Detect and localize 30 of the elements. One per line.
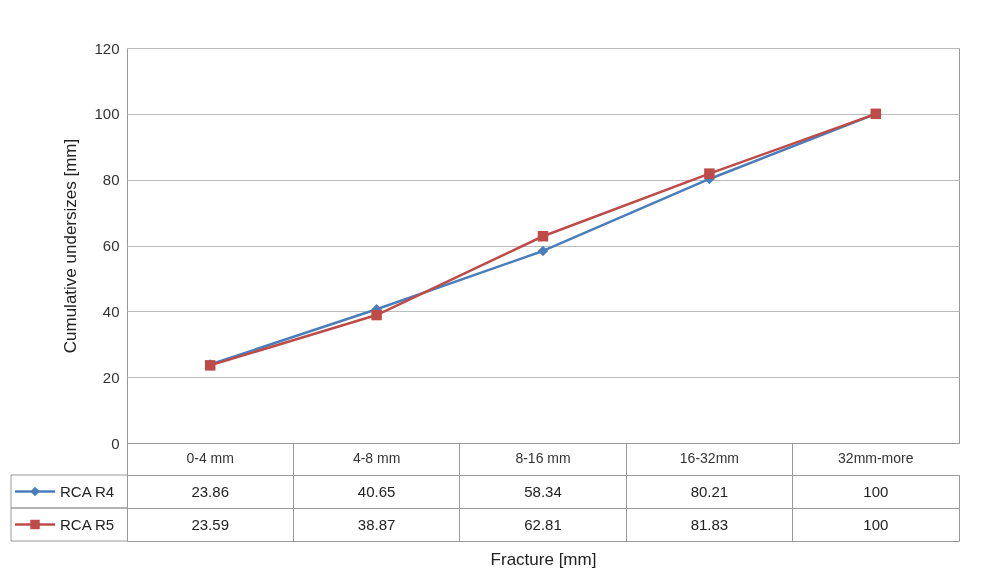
data-label: 58.34 xyxy=(524,482,562,500)
y-axis-title: Cumulative undersizes [mm] xyxy=(61,138,81,354)
point xyxy=(537,245,549,257)
data-label: 80.21 xyxy=(690,482,729,500)
x-tick-label: 0-4 mm xyxy=(186,449,234,466)
data-label: 23.86 xyxy=(191,482,229,500)
y-tick-label: 40 xyxy=(102,302,120,320)
y-tick-label: 0 xyxy=(111,434,120,452)
y-tick-label: 60 xyxy=(102,237,120,254)
data-label: 100 xyxy=(863,515,889,533)
data-label: 100 xyxy=(863,482,889,500)
data-label: 40.65 xyxy=(357,482,396,500)
legend-label: RCA R4 xyxy=(60,482,115,500)
y-tick-label: 100 xyxy=(94,105,120,123)
x-tick-label: 4-8 mm xyxy=(352,449,401,466)
x-axis-title: Fracture [mm] xyxy=(490,549,597,569)
y-tick-label: 20 xyxy=(102,368,120,386)
point xyxy=(537,231,549,242)
data-label: 81.83 xyxy=(690,515,729,533)
x-tick-label: 8-16 mm xyxy=(515,449,571,466)
legend-label: RCA R5 xyxy=(60,515,115,533)
point xyxy=(371,309,382,321)
data-label: 62.81 xyxy=(524,515,562,533)
data-label: 38.87 xyxy=(357,515,396,533)
data-label: 23.59 xyxy=(191,515,229,533)
point xyxy=(704,168,715,179)
y-tick-label: 80 xyxy=(102,171,120,189)
x-tick-label: 32mm-more xyxy=(838,449,914,466)
y-tick-label: 120 xyxy=(94,39,120,57)
x-tick-label: 16-32mm xyxy=(679,449,739,466)
